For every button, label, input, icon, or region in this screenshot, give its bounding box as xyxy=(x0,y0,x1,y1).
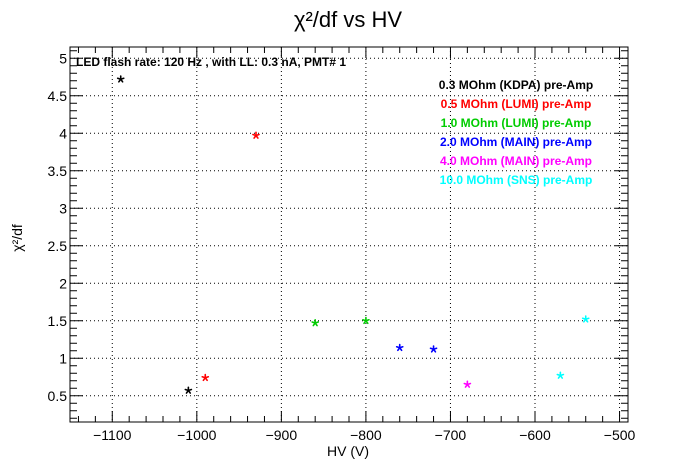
data-point-arm xyxy=(311,321,316,324)
data-point xyxy=(395,343,404,352)
legend-entry: 0.3 MOhm (KDPA) pre-Amp xyxy=(439,78,593,92)
data-point xyxy=(184,386,193,394)
data-point-arm xyxy=(463,382,469,386)
data-point-arm xyxy=(556,373,562,377)
chart-title: χ²/df vs HV xyxy=(294,7,402,32)
y-tick-label: 5 xyxy=(59,50,67,66)
y-tick-label: 4 xyxy=(59,125,67,141)
annotation-text: LED flash rate: 120 Hz , with LL: 0.3 nA… xyxy=(76,55,346,69)
y-tick-label: 1 xyxy=(59,350,67,366)
legend-entry: 4.0 MOhm (MAIN) pre-Amp xyxy=(440,154,592,168)
data-point-arm xyxy=(429,347,435,351)
x-tick-label: −1000 xyxy=(177,427,217,443)
grid xyxy=(70,47,628,422)
data-point xyxy=(362,316,370,325)
data-point-arm xyxy=(395,345,401,349)
y-tick-label: 2.5 xyxy=(48,238,68,254)
x-axis-title: HV (V) xyxy=(327,443,369,459)
y-tick-label: 3.5 xyxy=(48,163,68,179)
x-axis: −1100 −1000 −900 −800 −700 −600 −500 xyxy=(77,47,636,443)
data-point xyxy=(556,371,565,379)
x-tick-label: −800 xyxy=(350,427,382,443)
legend-entry: 2.0 MOhm (MAIN) pre-Amp xyxy=(440,135,592,149)
y-tick-label: 2 xyxy=(59,275,67,291)
data-point xyxy=(311,318,320,327)
x-tick-label: −700 xyxy=(435,427,467,443)
data-point-arm xyxy=(362,318,367,322)
y-tick-label: 1.5 xyxy=(48,313,68,329)
x-tick-label: −500 xyxy=(604,427,636,443)
legend-entry: 0.5 MOhm (LUMI) pre-Amp xyxy=(441,97,592,111)
y-tick-label: 0.5 xyxy=(48,388,68,404)
legend-entry: 1.0 MOhm (LUMI) pre-Amp xyxy=(441,116,592,130)
data-point xyxy=(116,75,125,83)
x-tick-label: −600 xyxy=(519,427,551,443)
legend: 0.3 MOhm (KDPA) pre-Amp 0.5 MOhm (LUMI) p… xyxy=(439,78,593,187)
data-point xyxy=(252,131,260,139)
data-point xyxy=(581,315,590,323)
data-point-arm xyxy=(184,388,190,392)
x-tick-label: −1100 xyxy=(93,427,131,443)
x-tick-label: −900 xyxy=(266,427,298,443)
y-axis-title: χ²/df xyxy=(9,224,25,252)
data-point-arm xyxy=(252,133,257,137)
data-point xyxy=(201,373,210,382)
data-point-arm xyxy=(201,375,207,379)
y-axis: 0.5 1 1.5 2 2.5 3 3.5 4 4.5 5 xyxy=(48,50,628,419)
data-point-arm xyxy=(116,77,122,81)
data-point xyxy=(463,380,472,388)
legend-entry: 10.0 MOhm (SNS) pre-Amp xyxy=(440,173,593,187)
data-point-arm xyxy=(581,317,587,321)
y-tick-label: 4.5 xyxy=(48,88,68,104)
data-points xyxy=(116,75,590,394)
data-point xyxy=(429,345,438,353)
y-tick-label: 3 xyxy=(59,200,67,216)
